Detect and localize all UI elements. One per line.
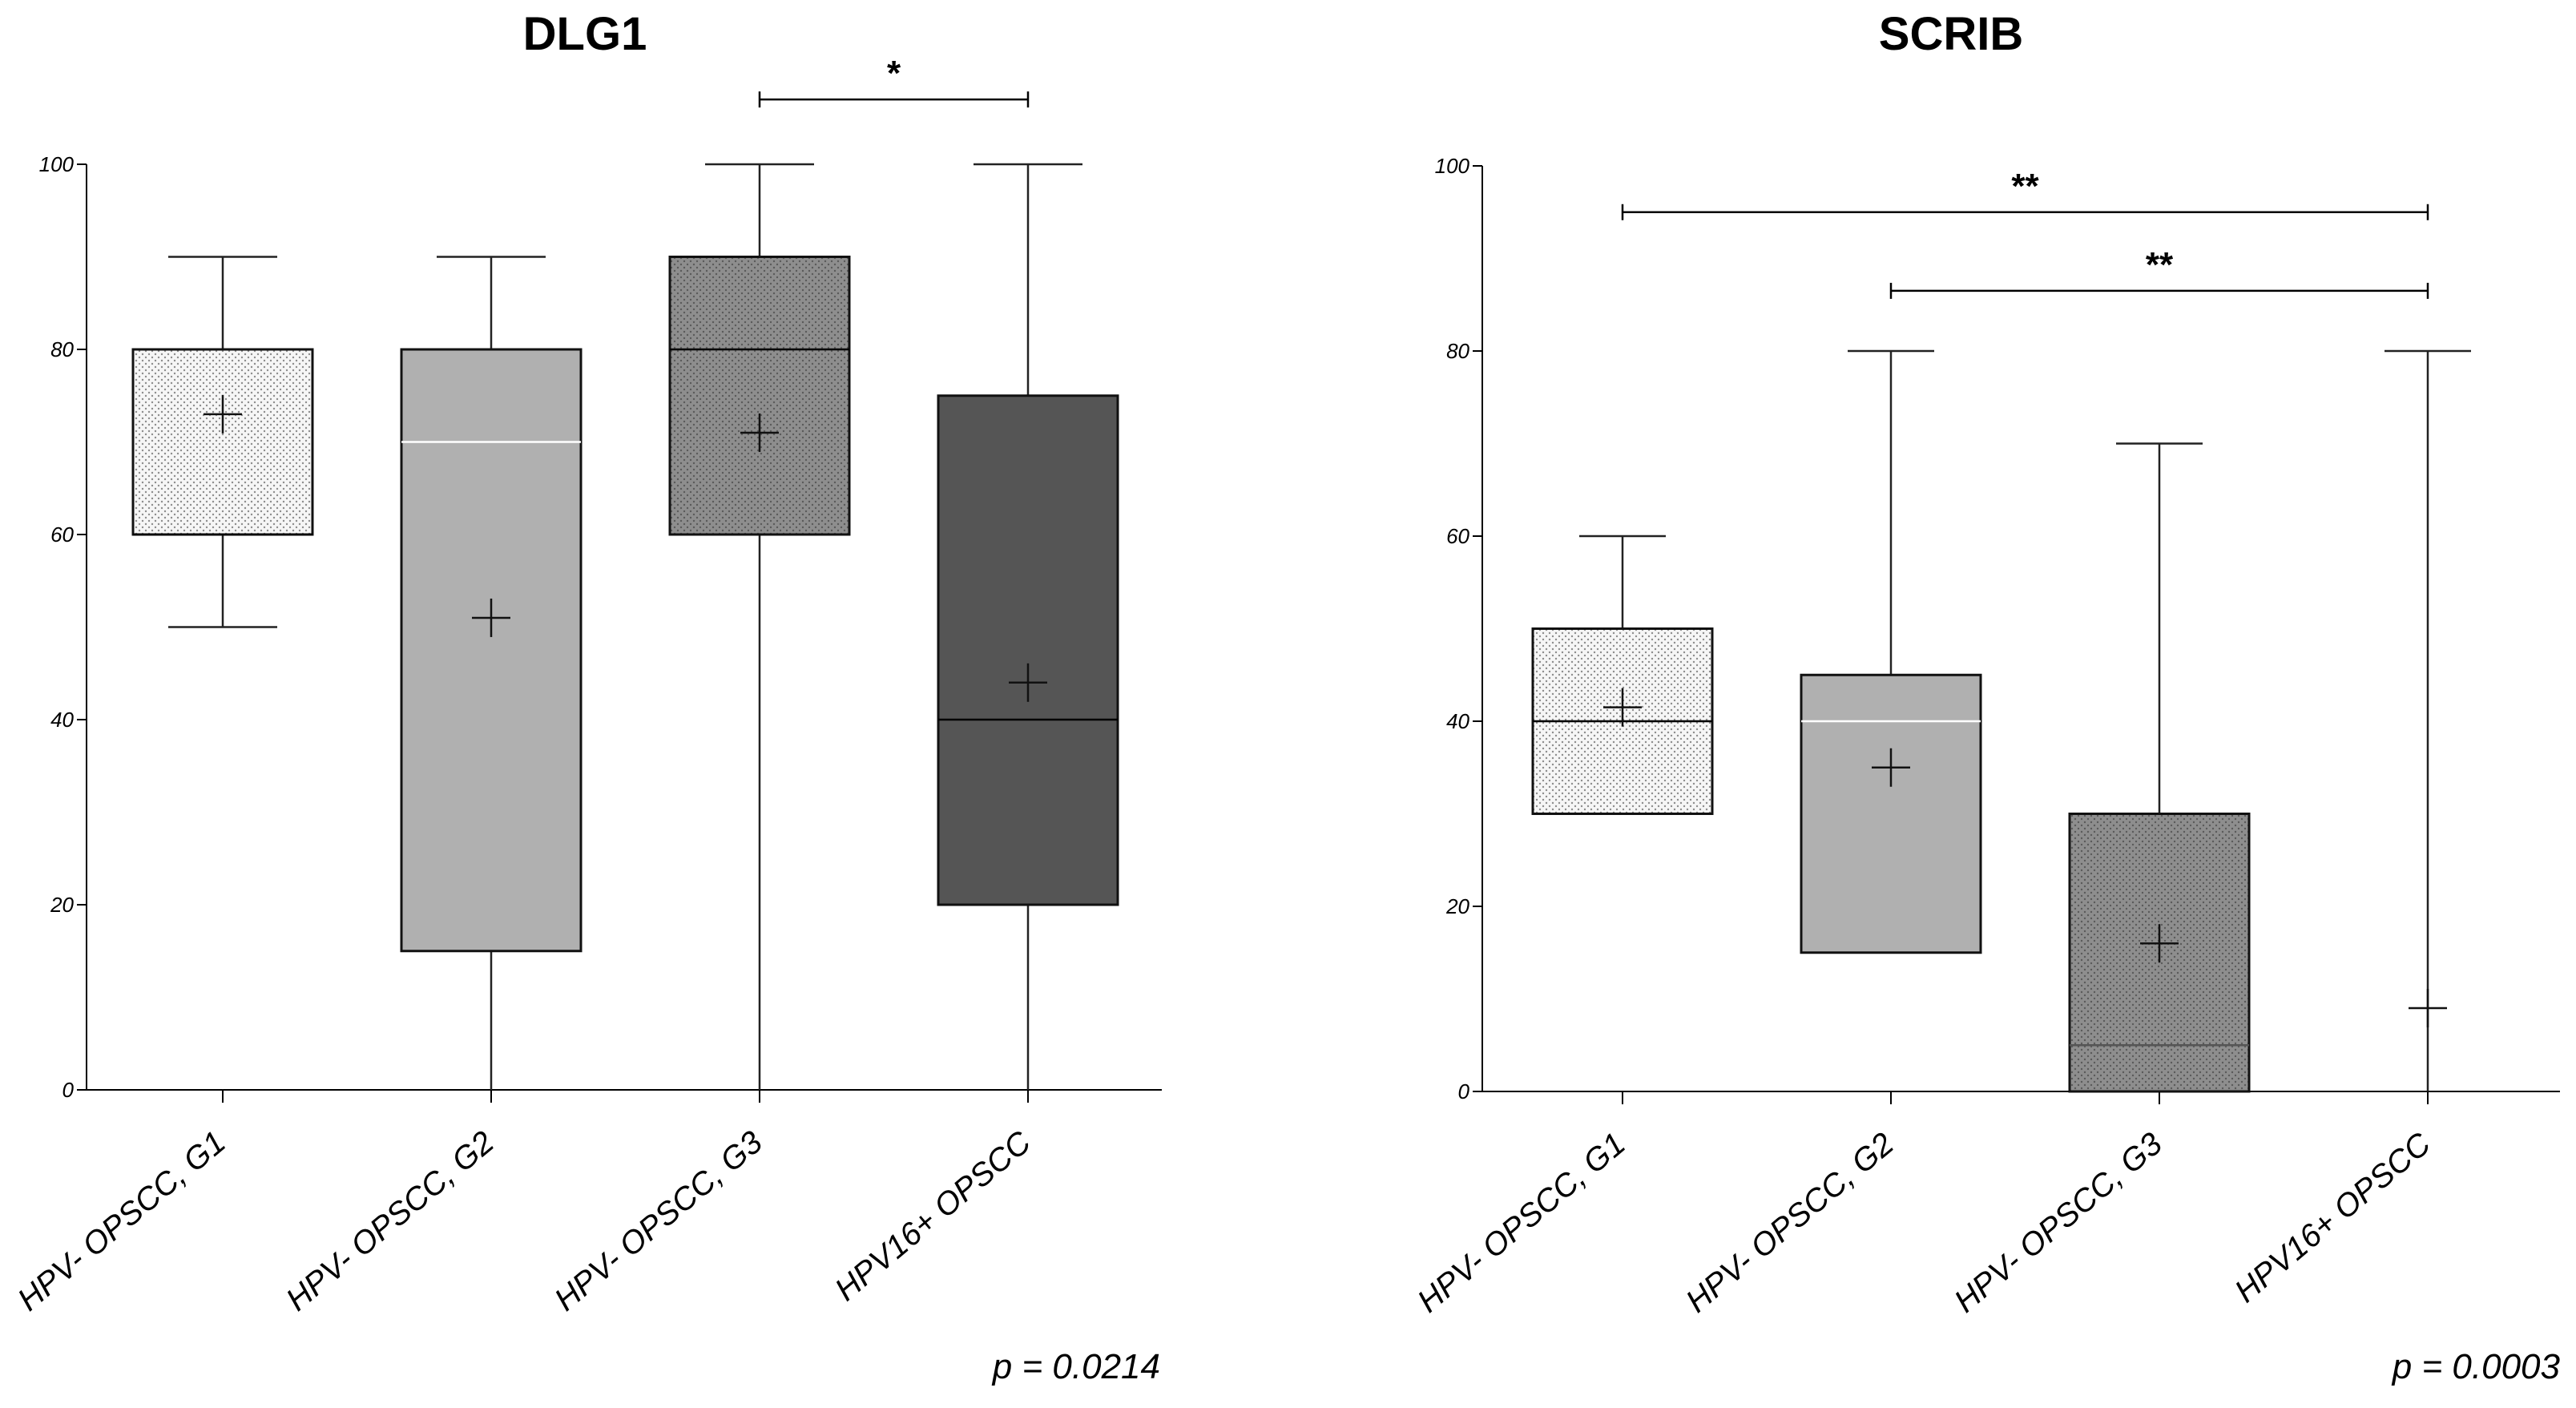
y-tick-label: 0	[1458, 1079, 1470, 1103]
significance-label: *	[887, 54, 901, 93]
chart-title: DLG1	[523, 8, 647, 60]
y-tick-label: 100	[39, 152, 75, 176]
box	[668, 256, 851, 536]
y-tick-label: 80	[50, 337, 74, 361]
significance-label: **	[2011, 167, 2039, 206]
box	[400, 348, 583, 953]
y-tick-label: 60	[1446, 524, 1469, 548]
scrib-chart: SCRIB p = 0.0003 0 20 40 60 80 100 HPV- OPSCC,…	[1411, 8, 2560, 1386]
x-tick-label: HPV- OPSCC, G1	[1411, 1126, 1632, 1319]
y-tick-label: 20	[50, 893, 74, 917]
x-tick-label: HPV- OPSCC, G3	[1948, 1126, 2169, 1319]
x-tick-label: HPV16+ OPSCC	[2228, 1125, 2438, 1309]
p-value-label: p = 0.0003	[2391, 1347, 2561, 1386]
y-tick-label: 20	[1445, 894, 1469, 918]
y-tick-label: 0	[62, 1078, 75, 1102]
y-tick-label: 40	[50, 708, 74, 732]
x-tick-label: HPV16+ OPSCC	[828, 1124, 1038, 1307]
box	[937, 394, 1119, 906]
dlg1-chart: DLG1 p = 0.0214 0 20 40 60 80 100 HPV- OPSCC, …	[11, 8, 1162, 1386]
significance-label: **	[2146, 245, 2174, 284]
x-tick-label: HPV- OPSCC, G2	[1679, 1126, 1901, 1319]
box	[131, 348, 314, 536]
box	[1800, 673, 1982, 954]
y-tick-label: 40	[1446, 709, 1469, 733]
x-tick-label: HPV- OPSCC, G3	[548, 1124, 769, 1317]
y-tick-label: 80	[1446, 339, 1469, 363]
x-tick-label: HPV- OPSCC, G2	[280, 1124, 501, 1317]
chart-title: SCRIB	[1879, 8, 2023, 60]
y-tick-label: 100	[1435, 154, 1470, 178]
x-tick-label: HPV- OPSCC, G1	[11, 1124, 232, 1317]
y-tick-label: 60	[50, 522, 74, 547]
p-value-label: p = 0.0214	[991, 1347, 1160, 1386]
